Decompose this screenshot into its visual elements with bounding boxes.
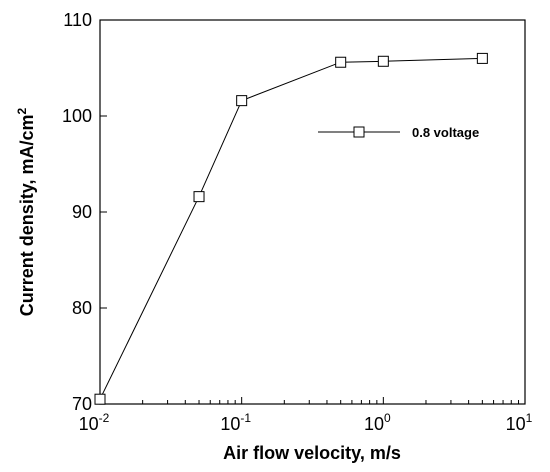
data-point [236, 95, 248, 107]
y-axis-ticks: 70 80 90 100 110 [62, 10, 107, 414]
series-layer [94, 52, 488, 405]
data-point [476, 52, 488, 64]
legend: 0.8 voltage [318, 125, 479, 140]
data-point [377, 55, 389, 67]
y-tick-label: 80 [72, 298, 92, 318]
y-axis-title: Current density, mA/cm2 [15, 107, 37, 316]
legend-label: 0.8 voltage [412, 125, 479, 140]
data-point [335, 56, 347, 68]
x-axis-title: Air flow velocity, m/s [223, 443, 401, 463]
x-tick-label: 101 [506, 411, 533, 434]
y-tick-label: 100 [62, 106, 92, 126]
x-tick-label: 100 [364, 411, 391, 434]
plot-frame [99, 19, 526, 405]
y-tick-label: 110 [63, 10, 92, 30]
legend-marker [353, 126, 365, 138]
y-tick-label: 70 [72, 394, 92, 414]
y-axis-title-main: Current density, mA/cm [17, 114, 37, 316]
y-tick-label: 90 [72, 202, 92, 222]
series-line [99, 57, 483, 400]
data-point [193, 191, 205, 203]
x-tick-label: 10-2 [79, 411, 110, 434]
y-axis-title-sup: 2 [15, 107, 29, 114]
data-point [94, 393, 106, 405]
x-axis-ticks: 10-2 10-1 100 101 [79, 397, 533, 434]
x-tick-label: 10-1 [220, 411, 251, 434]
